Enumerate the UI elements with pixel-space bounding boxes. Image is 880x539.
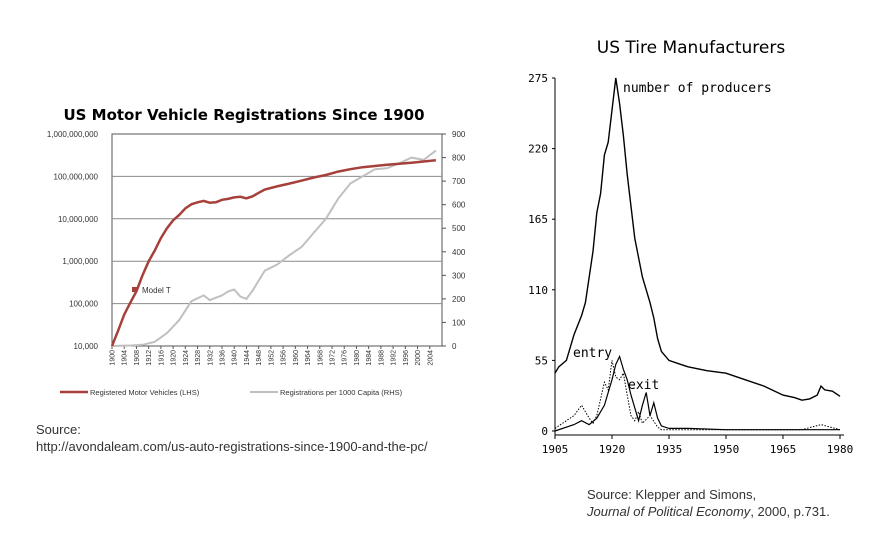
left-y-tick-label: 100,000 (69, 300, 98, 309)
left-x-tick-label: 1964 (305, 350, 312, 366)
left-x-tick-label: 1980 (354, 350, 361, 366)
left-x-tick-label: 1912 (146, 350, 153, 366)
right-chart-title: US Tire Manufacturers (597, 38, 786, 58)
left-x-tick-label: 1908 (134, 350, 141, 366)
right-y-tick-label: 0 (452, 342, 457, 351)
right-y-tick-label: 300 (452, 271, 466, 280)
left-y-tick-label: 1,000,000,000 (47, 130, 99, 139)
left-chart-title: US Motor Vehicle Registrations Since 190… (63, 106, 424, 124)
left-source-url[interactable]: http://avondaleam.com/us-auto-registrati… (36, 439, 428, 454)
left-x-tick-label: 1932 (207, 350, 214, 366)
right-chart-x-tick-label: 1920 (599, 443, 626, 456)
left-x-tick-label: 1900 (110, 350, 117, 366)
right-y-axis-labels: 900 800 700 600 500 400 300 200 100 0 (442, 130, 466, 351)
left-x-tick-label: 1916 (158, 350, 165, 366)
series-per-capita-line (111, 149, 437, 347)
left-x-tick-label: 1920 (171, 350, 178, 366)
left-x-tick-label: 1984 (366, 350, 373, 366)
left-y-tick-label: 1,000,000 (62, 257, 98, 266)
left-x-tick-label: 2004 (427, 350, 434, 366)
right-y-tick-label: 900 (452, 130, 466, 139)
right-chart-x-tick-label: 1905 (542, 443, 569, 456)
right-chart-x-labels: 1905 1920 1935 1950 1965 1980 (542, 435, 854, 456)
left-x-tick-label: 1960 (293, 350, 300, 366)
model-t-marker (132, 287, 137, 292)
series-entry-line (554, 360, 841, 431)
left-x-tick-label: 1996 (403, 350, 410, 366)
right-source: Source: Klepper and Simons, Journal of P… (587, 486, 830, 520)
right-chart-y-tick-label: 110 (528, 284, 548, 297)
right-source-line2: Journal of Political Economy, 2000, p.73… (587, 503, 830, 520)
series-vehicles-line (110, 159, 437, 347)
left-y-tick-label: 10,000,000 (58, 215, 99, 224)
right-y-tick-label: 500 (452, 224, 466, 233)
producers-label: number of producers (623, 81, 772, 96)
left-x-tick-label: 1992 (391, 350, 398, 366)
legend-label-vehicles: Registered Motor Vehicles (LHS) (90, 388, 200, 397)
right-y-tick-label: 600 (452, 201, 466, 210)
right-chart-y-tick-label: 55 (535, 354, 548, 367)
right-chart-y-tick-label: 220 (528, 143, 548, 156)
series-exit-line (554, 354, 840, 432)
tire-manufacturers-chart: US Tire Manufacturers 275 220 165 110 55 0 19… (528, 38, 853, 456)
left-x-tick-label: 1952 (268, 350, 275, 366)
left-x-tick-label: 1988 (378, 350, 385, 366)
left-y-axis-labels: 1,000,000,000 100,000,000 10,000,000 1,000,… (47, 130, 99, 351)
left-x-tick-label: 1924 (183, 350, 190, 366)
right-chart-y-tick-label: 0 (541, 425, 548, 438)
left-x-tick-label: 1936 (220, 350, 227, 366)
left-y-tick-label: 10,000 (74, 342, 99, 351)
right-y-tick-label: 400 (452, 248, 466, 257)
left-x-tick-label: 1904 (122, 350, 129, 366)
left-x-tick-label: 1944 (244, 350, 251, 366)
right-source-line1: Source: Klepper and Simons, (587, 487, 757, 502)
legend-label-per-capita: Registrations per 1000 Capita (RHS) (280, 388, 403, 397)
right-chart-x-tick-label: 1950 (713, 443, 740, 456)
right-y-tick-label: 700 (452, 177, 466, 186)
left-x-tick-label: 1968 (317, 350, 324, 366)
right-chart-y-tick-label: 275 (528, 72, 548, 85)
left-plot-frame (111, 133, 443, 347)
right-chart-x-tick-label: 1965 (770, 443, 797, 456)
right-chart-y-labels: 275 220 165 110 55 0 (528, 72, 555, 438)
citation-rest: , 2000, p.731. (750, 504, 830, 519)
left-gridlines (112, 175, 442, 305)
exit-label: exit (628, 378, 659, 393)
right-chart-x-tick-label: 1980 (827, 443, 854, 456)
left-x-tick-label: 1976 (342, 350, 349, 366)
series-producers-line (554, 77, 841, 401)
right-y-tick-label: 100 (452, 318, 466, 327)
left-source: Source: http://avondaleam.com/us-auto-re… (36, 421, 428, 455)
left-x-axis-labels: 1900 1904 1908 1912 1916 1920 1924 1928 1932 1936… (110, 346, 434, 366)
model-t-annotation: Model T (142, 286, 171, 295)
right-y-tick-label: 200 (452, 295, 466, 304)
left-x-tick-label: 1940 (232, 350, 239, 366)
left-x-tick-label: 1956 (281, 350, 288, 366)
entry-label: entry (573, 346, 612, 361)
left-x-tick-label: 1948 (256, 350, 263, 366)
registrations-chart: US Motor Vehicle Registrations Since 190… (47, 106, 466, 397)
journal-name: Journal of Political Economy (587, 504, 751, 519)
left-x-tick-label: 1928 (195, 350, 202, 366)
left-x-tick-label: 1972 (330, 350, 337, 366)
left-y-tick-label: 100,000,000 (54, 172, 99, 181)
left-x-tick-label: 2000 (415, 350, 422, 366)
left-source-label: Source: (36, 422, 81, 437)
right-chart-x-tick-label: 1935 (656, 443, 683, 456)
right-chart-y-tick-label: 165 (528, 213, 548, 226)
right-y-tick-label: 800 (452, 154, 466, 163)
